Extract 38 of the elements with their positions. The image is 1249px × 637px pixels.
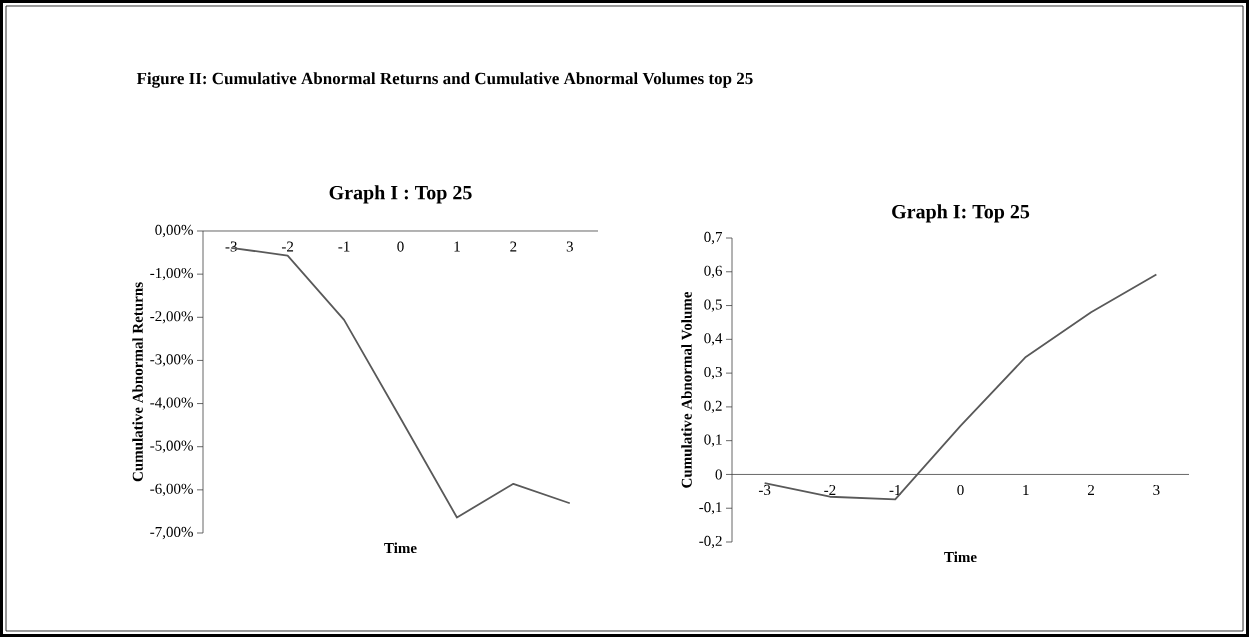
y-tick-label: 0,00%	[155, 224, 193, 238]
x-tick-label: -1	[889, 484, 901, 495]
x-tick-label: 1	[454, 241, 460, 252]
y-tick-label: 0,7	[704, 231, 723, 245]
y-tick-label: 0,3	[704, 366, 722, 380]
x-tick-label: 2	[1087, 484, 1094, 495]
y-axis-title: Cumulative Abnormal Returns	[132, 282, 143, 482]
x-tick-label: -3	[758, 484, 771, 496]
x-tick-label: 2	[510, 241, 517, 252]
x-tick-label: 3	[1153, 484, 1160, 496]
y-tick-label: -2,00%	[150, 311, 193, 324]
x-tick-label: 0	[957, 484, 964, 496]
y-tick-label: 0,6	[704, 265, 723, 278]
y-tick-label: 0,5	[704, 299, 722, 312]
x-tick-label: 0	[397, 241, 404, 252]
x-tick-label: 3	[566, 241, 573, 252]
text: Figure II: Cumulative Abnormal Returns and Cumulative Abnormal Volumes top 25	[136, 72, 753, 88]
y-tick-label: -5,00%	[150, 440, 193, 453]
x-tick-label: -1	[338, 241, 350, 252]
y-tick-label: -3,00%	[150, 354, 193, 367]
y-tick-label: 0	[715, 469, 722, 480]
chart-title: Graph I : Top 25	[329, 185, 472, 204]
x-tick-label: -2	[281, 241, 294, 252]
y-tick-label: -7,00%	[150, 526, 193, 540]
y-tick-label: -0,1	[699, 502, 722, 515]
y-axis-title: Cumulative Abnormal Volume	[681, 291, 692, 488]
x-tick-label: -2	[824, 484, 836, 495]
y-tick-label: -6,00%	[150, 483, 193, 496]
y-tick-label: -4,00%	[150, 397, 193, 410]
x-axis-title: Time	[944, 551, 977, 563]
chart-title: Graph I: Top 25	[892, 204, 1030, 223]
x-axis-title: Time	[384, 542, 417, 554]
y-tick-label: 0,4	[704, 333, 723, 346]
x-tick-label: 1	[1023, 484, 1029, 495]
y-tick-label: 0,2	[704, 400, 722, 414]
y-tick-label: -0,2	[699, 535, 722, 549]
y-tick-label: -1,00%	[150, 268, 193, 281]
y-tick-label: 0,1	[704, 434, 722, 447]
